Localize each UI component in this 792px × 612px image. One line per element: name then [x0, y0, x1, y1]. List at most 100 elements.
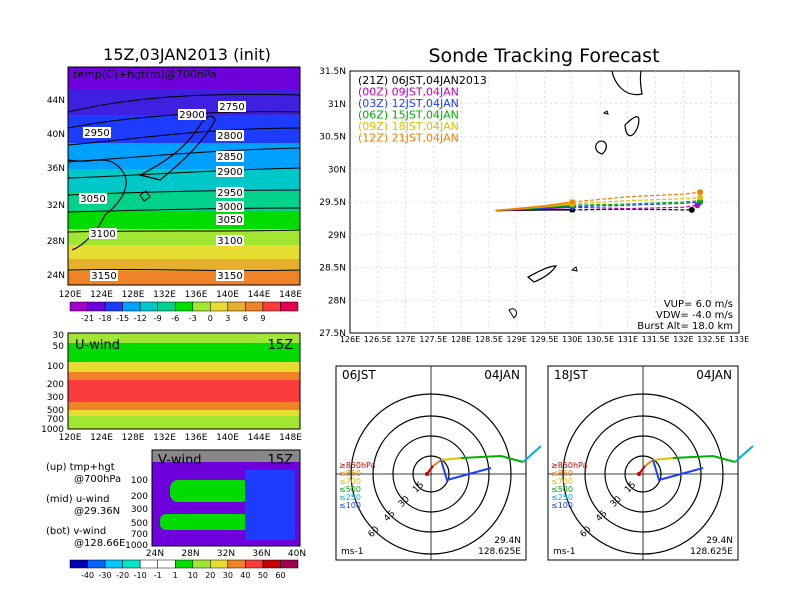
hodo-ring	[562, 393, 724, 555]
uwind-xtick: 136E	[185, 433, 208, 443]
track-lat-tick: 28N	[328, 296, 346, 306]
contour-label-text: 2850	[217, 152, 242, 163]
uwind-xtick: 128E	[122, 433, 145, 443]
wind-colorbar-swatch	[87, 559, 106, 569]
track-lon-tick: 132E	[673, 335, 693, 344]
hodo-level-label: ≤100	[339, 501, 361, 510]
note-bot: (bot) v-wind	[46, 526, 106, 537]
track-lon-tick: 132.5E	[697, 335, 725, 344]
hodo-level-label: ≤700	[551, 477, 573, 486]
wind-colorbar-label: 30	[223, 571, 233, 580]
wind-colorbar-swatch	[245, 559, 264, 569]
colorbar-swatch	[69, 301, 88, 312]
uwind-xtick: 140E	[216, 433, 239, 443]
colorbar-swatch	[122, 301, 141, 312]
hodo-lon: 128.625E	[478, 547, 521, 557]
map-lon-tick: 132E	[153, 290, 176, 300]
hodo-wind-segment	[460, 454, 524, 463]
vwind-ytick: 1000	[125, 541, 148, 551]
wind-colorbar-label: 1	[173, 571, 178, 580]
contour-label: 2900	[178, 109, 206, 121]
uwind-ytick: 500	[47, 406, 64, 416]
contour-label: 3150	[90, 270, 118, 282]
wind-colorbar-swatch	[139, 559, 158, 569]
island-amami	[526, 265, 558, 283]
colorbar-swatch	[210, 301, 229, 312]
contour-label-text: 3150	[91, 271, 116, 282]
contour-label-text: 3000	[217, 202, 242, 213]
vup-text: VUP= 6.0 m/s	[664, 299, 733, 310]
track-legend-item: (06Z) 15JST,04JAN	[358, 109, 459, 122]
uwind-ytick: 1000	[41, 425, 64, 435]
wind-colorbar-label: -10	[134, 571, 147, 580]
wind-colorbar-swatch	[157, 559, 176, 569]
map-lon-tick: 144E	[248, 290, 271, 300]
vwind-ytick: 500	[131, 519, 148, 529]
island-tanegashima	[595, 140, 607, 155]
hodo-wind-segment	[672, 454, 736, 463]
temp-hgt-map: temp(C)+hgt(m)@700hPa 2750 2900 2950 2800 28…	[67, 66, 301, 286]
vwind-label: V-wind	[158, 453, 202, 468]
track-legend-item: (12Z) 21JST,04JAN	[358, 132, 459, 145]
contour-label-text: 2750	[219, 102, 244, 113]
hodo-level-label: ≤100	[551, 501, 573, 510]
note-up: (up) tmp+hgt	[46, 462, 115, 473]
colorbar-label: 0	[208, 314, 213, 323]
contour-label-text: 3050	[80, 194, 105, 205]
hodo-level-label: ≤250	[339, 493, 361, 502]
uwind-xtick: 120E	[59, 433, 82, 443]
band-9	[68, 245, 300, 259]
contour-label-text: 3100	[217, 236, 242, 247]
vwind-ytick: 100	[131, 476, 148, 486]
hodo-level-label: ≤500	[339, 485, 361, 494]
note-up-level: @700hPa	[74, 474, 121, 485]
hodo-origin	[637, 472, 641, 476]
note-mid: (mid) u-wind	[46, 494, 109, 505]
hodo-level-label: ≤700	[339, 477, 361, 486]
uwind-label: U-wind	[75, 338, 120, 353]
contour-label-text: 2800	[217, 131, 242, 142]
hodo-lat: 29.4N	[706, 536, 733, 546]
track-lon-tick: 130E	[562, 335, 582, 344]
contour-label: 2800	[216, 130, 244, 142]
uwind-panel: U-wind 15Z	[67, 332, 301, 430]
landing-point-4	[697, 194, 704, 201]
colorbar-label: -12	[134, 314, 147, 323]
contour-label: 3050	[79, 193, 107, 205]
uwind-ytick: 700	[47, 415, 64, 425]
contour-label: 3150	[216, 270, 244, 282]
map-label: temp(C)+hgt(m)@700hPa	[73, 68, 217, 81]
uwind-xtick: 124E	[90, 433, 113, 443]
colorbar-swatch	[262, 301, 281, 312]
burst-marker-0	[569, 207, 575, 213]
hodo-origin	[425, 472, 429, 476]
hodo-level-label: ≤850	[339, 469, 361, 478]
legend-notes: (up) tmp+hgt @700hPa (mid) u-wind @29.36…	[46, 462, 125, 549]
vwind-time: 15Z	[268, 453, 294, 468]
wind-colorbar-swatch	[174, 559, 194, 569]
sonde-params: VUP= 6.0 m/s VDW= -4.0 m/s Burst Alt= 18…	[637, 299, 733, 332]
hodo-ring	[412, 455, 450, 493]
map-lon-tick: 136E	[185, 290, 208, 300]
coastline-japan	[138, 115, 216, 181]
wind-colorbar-label: 10	[188, 571, 198, 580]
colorbar-label: 6	[243, 314, 248, 323]
contour-label-text: 3050	[217, 215, 242, 226]
contour-label: 3000	[216, 201, 244, 213]
track-lon-tick: 131.5E	[642, 335, 670, 344]
contour-label-text: 3150	[217, 271, 242, 282]
track-lat-tick: 28.5N	[319, 264, 346, 274]
track-legend-item: (09Z) 18JST,04JAN	[358, 120, 459, 133]
map-lon-tick: 128E	[122, 290, 145, 300]
wind-colorbar-label: 40	[240, 571, 250, 580]
track-legend: (21Z) 06JST,04JAN2013(00Z) 09JST,04JAN (0…	[358, 74, 487, 145]
track-legend-item: (00Z) 09JST,04JAN	[358, 86, 459, 99]
track-lat-tick: 30.5N	[319, 133, 346, 143]
burst-text: Burst Alt= 18.0 km	[637, 321, 733, 332]
track-legend-item: (21Z) 06JST,04JAN2013	[358, 74, 487, 87]
map-lat-tick: 44N	[47, 96, 65, 106]
wind-colorbar-swatch	[122, 559, 141, 569]
hodo-wind-segment	[644, 459, 654, 467]
